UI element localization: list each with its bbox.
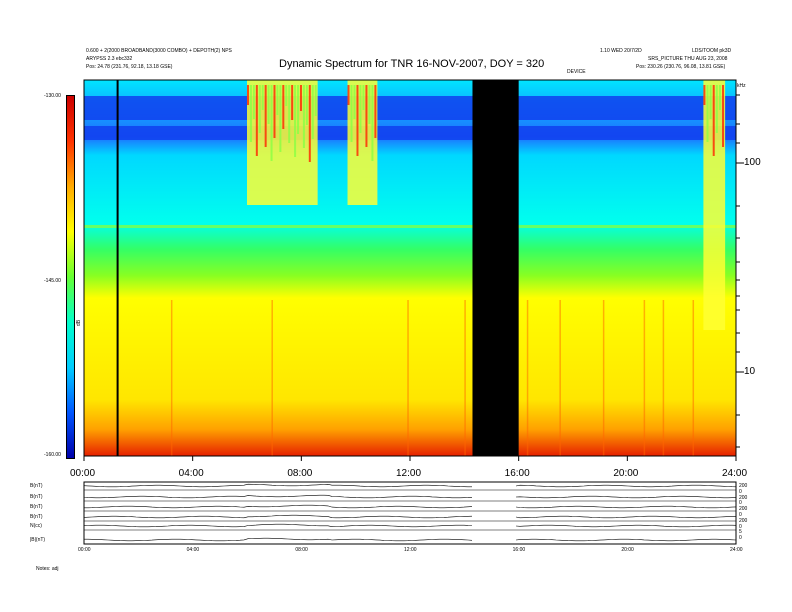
panel-time-label: 12:00 bbox=[404, 547, 417, 553]
panel-right-tick: 0 bbox=[739, 488, 742, 495]
data-gap bbox=[472, 80, 519, 456]
panel-right-tick: 0 bbox=[739, 535, 742, 542]
header-device-label: DEVICE bbox=[567, 69, 586, 75]
burst-region bbox=[703, 80, 726, 330]
vertical-streak bbox=[407, 300, 409, 456]
khz-unit-label: kHz bbox=[737, 83, 746, 89]
panel-label: B(nT) bbox=[30, 514, 43, 520]
panel-label: N(cc) bbox=[30, 523, 42, 529]
panel-time-label: 24:00 bbox=[730, 547, 743, 553]
header-info-right-1: 1.10 WED 20/7/2D bbox=[600, 48, 642, 54]
panel-trace bbox=[83, 504, 737, 509]
panel-right-tick: 200 bbox=[739, 483, 748, 489]
panel-label: |B|(nT) bbox=[30, 537, 46, 543]
panel-right-tick: 0 bbox=[739, 512, 742, 518]
time-tick-label: 24:00 bbox=[722, 468, 748, 479]
time-tick-label: 00:00 bbox=[70, 468, 96, 479]
panel-time-label: 04:00 bbox=[186, 547, 200, 553]
panel-time-label: 20:00 bbox=[621, 547, 634, 553]
header-info-left-1: 0.600 + 2(2000 BROADBAND(3000 COMBO) + D… bbox=[86, 48, 232, 54]
time-tick-label: 20:00 bbox=[613, 468, 639, 479]
vertical-streak bbox=[602, 300, 605, 456]
time-tick-label: 12:00 bbox=[396, 468, 422, 479]
panel-time-label: 16:00 bbox=[512, 547, 526, 553]
header-info-left-3: Pos: 24.78 (231.76, 92.18, 13.18 GSE) bbox=[86, 64, 173, 70]
panel-right-tick: 0 bbox=[739, 500, 742, 507]
blue-band bbox=[84, 96, 736, 106]
panel-time-label: 08:00 bbox=[295, 547, 308, 553]
panel-right-tick: 200 bbox=[739, 494, 748, 501]
time-tick-label: 08:00 bbox=[287, 468, 313, 479]
panel-right-tick: 200 bbox=[739, 506, 748, 513]
colorbar bbox=[66, 95, 75, 459]
colorbar-tick: -145.00 bbox=[44, 278, 61, 284]
burst-region bbox=[247, 80, 318, 205]
panel-trace bbox=[83, 483, 737, 488]
time-tick-label: 16:00 bbox=[504, 468, 530, 479]
burst-region bbox=[347, 80, 378, 205]
time-tick-label: 04:00 bbox=[178, 468, 204, 479]
panel-right-tick: 200 bbox=[739, 517, 748, 524]
spectrum-background bbox=[84, 80, 736, 456]
colorbar-gradient bbox=[67, 96, 74, 458]
bottom-panels-frame bbox=[83, 481, 737, 545]
vertical-streak bbox=[662, 300, 665, 456]
vertical-streak bbox=[464, 300, 466, 456]
colorbar-tick: -160.00 bbox=[44, 452, 61, 458]
panel-label: B(nT) bbox=[30, 483, 43, 489]
header-info-right-3: SRS_PICTURE THU AUG 23, 2008 bbox=[648, 56, 728, 62]
colorbar-tick: -130.00 bbox=[44, 93, 61, 99]
footer-notes: Notes: adj bbox=[36, 566, 59, 572]
vertical-streak bbox=[559, 300, 561, 456]
panel-trace bbox=[83, 514, 737, 519]
data-dropout-line bbox=[116, 80, 119, 456]
panel-label: B(nT) bbox=[30, 494, 43, 500]
panel-trace bbox=[83, 523, 737, 528]
panel-trace bbox=[83, 494, 737, 499]
panel-trace bbox=[83, 537, 737, 542]
blue-band bbox=[84, 106, 736, 120]
vertical-streak bbox=[643, 300, 646, 456]
header-info-left-2: ARYPSS 2.3 ebc332 bbox=[86, 56, 133, 62]
vertical-streak bbox=[526, 300, 529, 456]
chart-title: Dynamic Spectrum for TNR 16-NOV-2007, DO… bbox=[279, 58, 545, 70]
vertical-streak bbox=[271, 300, 273, 456]
vertical-streak bbox=[170, 300, 173, 456]
freq-tick-label: 100 bbox=[744, 157, 761, 168]
freq-tick-label: 10 bbox=[744, 366, 756, 377]
vertical-streak bbox=[692, 300, 695, 456]
header-info-right-2: LDS/TOOM pk3D bbox=[692, 48, 732, 54]
panel-right-tick: 0 bbox=[739, 523, 742, 530]
panel-right-tick: 5 bbox=[739, 529, 742, 536]
horizontal-line bbox=[84, 225, 736, 228]
panel-time-label: 00:00 bbox=[78, 547, 91, 553]
blue-band bbox=[84, 126, 736, 140]
panel-label: B(nT) bbox=[30, 504, 43, 510]
header-info-right-4: Pos: 230.26 (230.76, 96.08, 13.81 GSE) bbox=[636, 64, 726, 70]
